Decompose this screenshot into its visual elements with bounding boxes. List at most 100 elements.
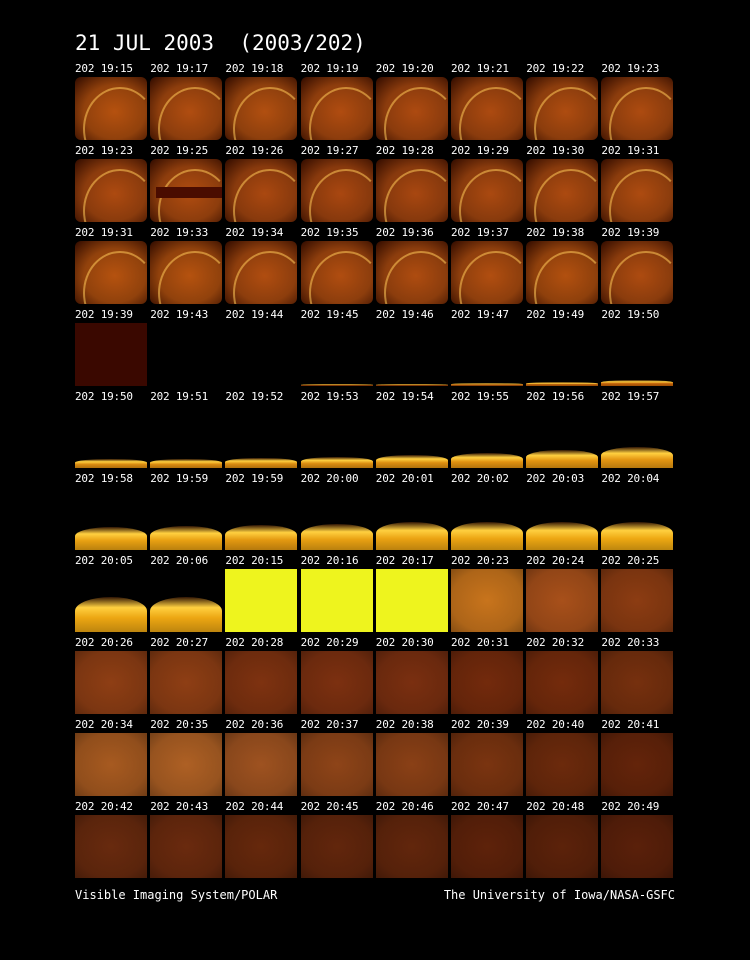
image-frame: 202 19:31 (75, 226, 147, 306)
frame-timestamp: 202 20:38 (375, 718, 434, 731)
frame-timestamp: 202 19:38 (526, 226, 584, 239)
frame-timestamp: 202 20:00 (300, 472, 359, 485)
frame-timestamp: 202 20:35 (150, 718, 208, 731)
image-frame: 202 20:39 (451, 718, 523, 798)
frame-timestamp: 202 20:15 (225, 554, 284, 567)
image-frame: 202 19:58 (75, 472, 147, 552)
frame-timestamp: 202 19:28 (375, 144, 434, 157)
frame-timestamp: 202 20:45 (300, 800, 359, 813)
image-frame: 202 20:44 (225, 800, 298, 880)
image-frame: 202 20:46 (375, 800, 448, 880)
image-frame: 202 19:44 (225, 308, 298, 388)
image-frame: 202 20:36 (225, 718, 298, 798)
image-frame: 202 19:47 (451, 308, 523, 388)
image-frame: 202 20:26 (75, 636, 147, 716)
image-frame: 202 19:54 (375, 390, 448, 470)
frame-timestamp: 202 19:36 (375, 226, 434, 239)
image-frame: 202 20:28 (225, 636, 298, 716)
image-frame: 202 19:39 (75, 308, 147, 388)
image-frame: 202 19:50 (601, 308, 674, 388)
frame-timestamp: 202 20:48 (526, 800, 584, 813)
frame-timestamp: 202 19:31 (75, 226, 133, 239)
frame-image (601, 241, 674, 304)
frame-timestamp: 202 19:25 (150, 144, 208, 157)
frame-image (375, 159, 448, 222)
frame-image (451, 159, 523, 222)
image-frame: 202 19:53 (300, 390, 373, 470)
image-frame: 202 19:57 (601, 390, 674, 470)
frame-image (75, 323, 147, 386)
frame-image (150, 815, 223, 878)
frame-image (451, 569, 523, 632)
image-frame: 202 20:38 (375, 718, 448, 798)
image-frame: 202 19:15 (75, 62, 147, 142)
frame-timestamp: 202 19:51 (150, 390, 208, 403)
frame-image (150, 241, 223, 304)
image-frame: 202 19:51 (150, 390, 223, 470)
frame-timestamp: 202 20:03 (526, 472, 584, 485)
frame-timestamp: 202 20:37 (300, 718, 359, 731)
frame-image (75, 569, 147, 632)
frame-image (150, 733, 223, 796)
image-frame: 202 19:17 (150, 62, 223, 142)
image-frame: 202 20:31 (451, 636, 523, 716)
image-frame: 202 19:27 (300, 144, 373, 224)
frame-image (526, 815, 599, 878)
frame-image (75, 815, 147, 878)
image-frame: 202 20:02 (451, 472, 523, 552)
frame-timestamp: 202 19:45 (300, 308, 359, 321)
frame-image (375, 815, 448, 878)
frame-image (451, 241, 523, 304)
frame-image (225, 815, 298, 878)
frame-image (300, 159, 373, 222)
frame-timestamp: 202 20:46 (375, 800, 434, 813)
frame-timestamp: 202 19:35 (300, 226, 359, 239)
frame-timestamp: 202 20:26 (75, 636, 133, 649)
image-frame: 202 19:37 (451, 226, 523, 306)
frame-image (225, 651, 298, 714)
frame-timestamp: 202 19:26 (225, 144, 284, 157)
frame-image (375, 487, 448, 550)
frame-timestamp: 202 19:18 (225, 62, 284, 75)
frame-timestamp: 202 20:16 (300, 554, 359, 567)
frame-image (375, 241, 448, 304)
footer-credit-instrument: Visible Imaging System/POLAR (75, 888, 278, 902)
frame-image (150, 569, 223, 632)
frame-timestamp: 202 19:39 (75, 308, 133, 321)
frame-image (150, 159, 223, 222)
frame-timestamp: 202 19:17 (150, 62, 208, 75)
image-frame: 202 19:23 (601, 62, 674, 142)
image-frame: 202 19:34 (225, 226, 298, 306)
image-frame: 202 20:06 (150, 554, 223, 634)
frame-timestamp: 202 20:39 (451, 718, 509, 731)
image-frame: 202 20:24 (526, 554, 599, 634)
frame-image (75, 487, 147, 550)
frame-timestamp: 202 19:44 (225, 308, 284, 321)
frame-image (601, 733, 674, 796)
frame-timestamp: 202 20:32 (526, 636, 584, 649)
image-frame: 202 20:47 (451, 800, 523, 880)
image-frame: 202 19:22 (526, 62, 599, 142)
frame-timestamp: 202 20:29 (300, 636, 359, 649)
image-frame: 202 20:04 (601, 472, 674, 552)
page-title: 21 JUL 2003 (2003/202) (75, 31, 366, 55)
frame-timestamp: 202 20:41 (601, 718, 660, 731)
frame-image (526, 569, 599, 632)
frame-image (601, 77, 674, 140)
image-frame: 202 20:23 (451, 554, 523, 634)
frame-image (225, 487, 298, 550)
frame-timestamp: 202 20:30 (375, 636, 434, 649)
frame-timestamp: 202 20:23 (451, 554, 509, 567)
frame-image (150, 651, 223, 714)
frame-image (451, 77, 523, 140)
frame-timestamp: 202 20:06 (150, 554, 208, 567)
frame-timestamp: 202 20:02 (451, 472, 509, 485)
image-frame: 202 19:35 (300, 226, 373, 306)
frame-timestamp: 202 20:24 (526, 554, 584, 567)
frame-timestamp: 202 19:54 (375, 390, 434, 403)
frame-image (300, 569, 373, 632)
frame-image (601, 159, 674, 222)
frame-timestamp: 202 20:43 (150, 800, 208, 813)
frame-image (526, 733, 599, 796)
frame-timestamp: 202 19:43 (150, 308, 208, 321)
